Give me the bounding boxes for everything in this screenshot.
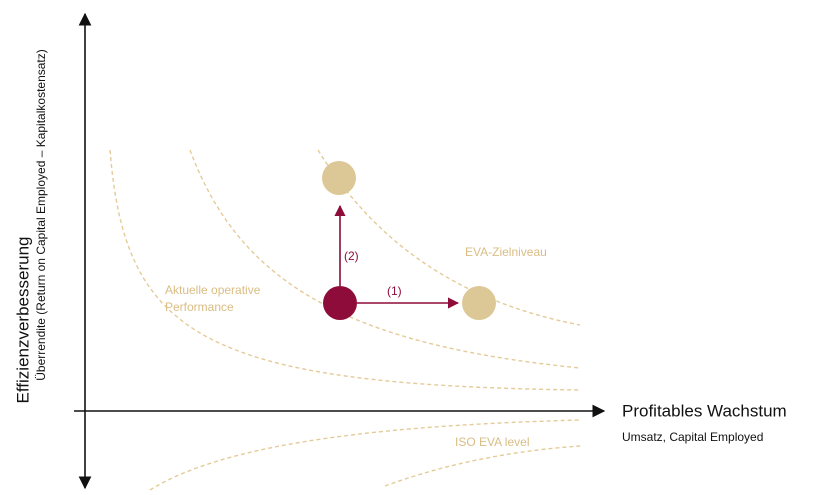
iso-curve	[109, 149, 581, 391]
y-axis-label: Effizienzverbesserung	[13, 237, 32, 404]
x-axis-label: Profitables Wachstum	[622, 401, 787, 420]
arrow-label: (2)	[344, 249, 359, 263]
curve-label: EVA-Zielniveau	[465, 245, 547, 259]
target-point	[322, 161, 356, 195]
x-axis-sublabel: Umsatz, Capital Employed	[622, 430, 763, 444]
curve-label: ISO EVA level	[455, 435, 529, 449]
lower-curve	[149, 419, 581, 491]
target-curve	[317, 149, 581, 326]
arrow-label: (1)	[387, 284, 402, 298]
current-point	[323, 286, 357, 320]
current-curve	[189, 149, 581, 369]
target-point	[462, 286, 496, 320]
curve-label: Performance	[165, 300, 234, 314]
y-axis-sublabel: Überrendite (Return on Capital Employed …	[34, 49, 48, 381]
lower-curve	[384, 445, 581, 487]
curve-label: Aktuelle operative	[165, 283, 261, 297]
